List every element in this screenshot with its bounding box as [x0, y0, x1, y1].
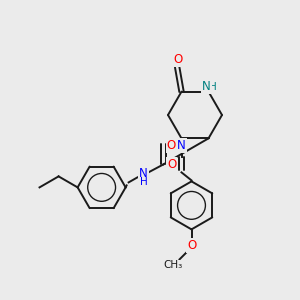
Text: N: N: [202, 80, 211, 93]
Text: N: N: [177, 139, 186, 152]
Text: O: O: [173, 53, 183, 67]
Text: O: O: [167, 139, 176, 152]
Text: N: N: [139, 167, 148, 180]
Text: CH₃: CH₃: [164, 260, 183, 270]
Text: H: H: [140, 177, 147, 188]
Text: O: O: [167, 158, 176, 171]
Text: O: O: [187, 239, 196, 252]
Text: H: H: [208, 82, 216, 92]
